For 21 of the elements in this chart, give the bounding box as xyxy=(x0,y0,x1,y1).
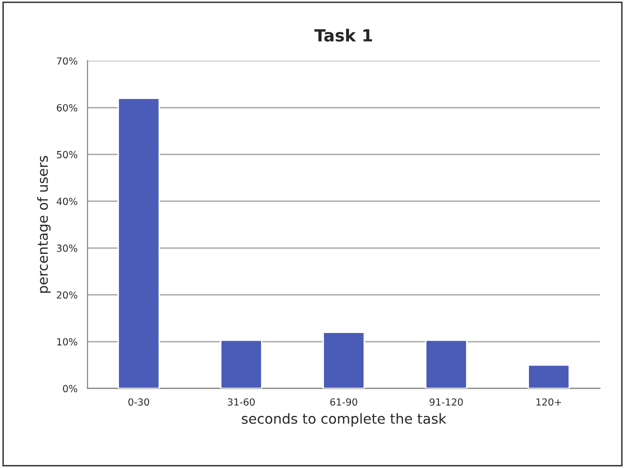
y-tick-label: 30% xyxy=(56,244,78,252)
x-tick-label: 120+ xyxy=(536,398,562,406)
x-tick-label: 91-120 xyxy=(430,398,463,406)
y-tick-label: 50% xyxy=(56,150,78,158)
y-tick-label: 20% xyxy=(56,291,78,299)
x-axis-title: seconds to complete the task xyxy=(242,413,446,427)
x-tick-label: 61-90 xyxy=(330,398,358,406)
bar xyxy=(322,332,365,388)
y-tick-label: 0% xyxy=(62,384,78,392)
x-tick-label: 0-30 xyxy=(128,398,150,406)
bar xyxy=(118,98,160,388)
y-tick-label: 40% xyxy=(56,198,78,206)
x-tick-label: 31-60 xyxy=(228,398,255,406)
y-tick-label: 70% xyxy=(56,57,78,65)
chart-title: Task 1 xyxy=(314,28,372,42)
bar xyxy=(425,340,468,388)
y-tick-label: 60% xyxy=(56,104,78,112)
y-tick-label: 10% xyxy=(57,338,78,346)
bar xyxy=(528,364,570,388)
bar xyxy=(220,340,262,388)
y-axis-title: percentage of users xyxy=(37,156,51,293)
